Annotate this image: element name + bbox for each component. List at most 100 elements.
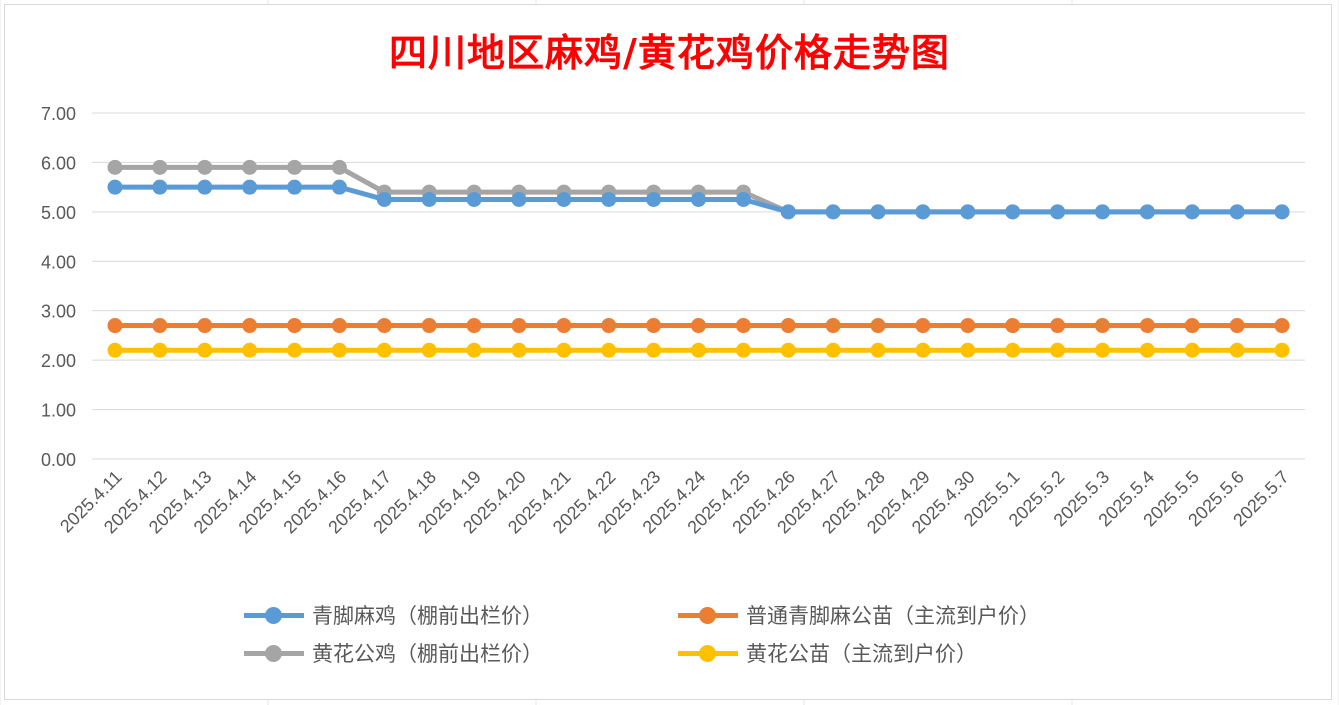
- legend-marker-icon: [244, 600, 304, 630]
- data-point: [1094, 342, 1110, 358]
- data-point: [1184, 204, 1200, 220]
- data-point: [1274, 318, 1290, 334]
- data-point: [1050, 318, 1066, 334]
- y-tick-label: 2.00: [41, 351, 76, 371]
- data-point: [331, 342, 347, 358]
- data-point: [870, 318, 886, 334]
- legend-item-series-0[interactable]: 青脚麻鸡（棚前出栏价）: [244, 600, 543, 630]
- data-point: [331, 318, 347, 334]
- series-1: [107, 318, 1290, 334]
- data-point: [870, 204, 886, 220]
- y-tick-label: 3.00: [41, 302, 76, 322]
- data-point: [691, 192, 706, 207]
- legend-label: 青脚麻鸡（棚前出栏价）: [312, 604, 543, 628]
- legend-item-series-1[interactable]: 普通青脚麻公苗（主流到户价）: [678, 600, 1040, 630]
- data-point: [1139, 342, 1155, 358]
- data-point: [331, 159, 347, 175]
- data-point: [601, 342, 617, 358]
- data-point: [1274, 342, 1290, 358]
- data-point: [107, 179, 123, 195]
- data-point: [556, 342, 572, 358]
- legend-marker-icon: [678, 638, 738, 668]
- data-point: [242, 342, 258, 358]
- data-point: [1229, 318, 1245, 334]
- data-point: [287, 179, 303, 195]
- data-point: [735, 342, 751, 358]
- data-point: [646, 342, 662, 358]
- data-point: [735, 192, 751, 207]
- legend-marker-icon: [244, 638, 304, 668]
- y-tick-label: 7.00: [41, 104, 76, 124]
- legend-dot: [265, 645, 282, 662]
- data-point: [1139, 318, 1155, 334]
- data-point: [152, 179, 168, 195]
- data-point: [287, 318, 303, 334]
- series-3: [107, 342, 1290, 358]
- data-point: [1184, 342, 1200, 358]
- data-point: [287, 159, 303, 175]
- series-0: [107, 179, 1290, 220]
- data-point: [780, 342, 796, 358]
- legend-dot: [699, 645, 716, 662]
- data-point: [735, 318, 751, 334]
- data-point: [1005, 318, 1021, 334]
- data-point: [1184, 318, 1200, 334]
- legend-item-series-2[interactable]: 黄花公鸡（棚前出栏价）: [244, 638, 543, 668]
- data-point: [960, 204, 976, 220]
- data-point: [197, 159, 213, 175]
- data-point: [421, 342, 437, 358]
- data-point: [287, 342, 303, 358]
- data-point: [960, 318, 976, 334]
- legend-item-series-3[interactable]: 黄花公苗（主流到户价）: [678, 638, 977, 668]
- data-point: [1139, 204, 1155, 220]
- data-point: [511, 192, 527, 207]
- legend-dot: [265, 607, 282, 624]
- data-point: [421, 192, 437, 207]
- data-point: [152, 342, 168, 358]
- data-point: [376, 342, 392, 358]
- legend-dot: [699, 607, 716, 624]
- legend-label: 黄花公苗（主流到户价）: [746, 642, 977, 666]
- data-point: [107, 318, 123, 334]
- data-point: [197, 342, 213, 358]
- data-point: [825, 204, 841, 220]
- data-point: [421, 318, 437, 334]
- legend[interactable]: 青脚麻鸡（棚前出栏价） 普通青脚麻公苗（主流到户价） 黄花公鸡（棚前出栏价） 黄…: [244, 600, 1144, 680]
- data-point: [152, 159, 168, 175]
- data-point: [691, 318, 706, 334]
- chart-title: 四川地区麻鸡/黄花鸡价格走势图: [389, 30, 950, 75]
- data-point: [1005, 204, 1021, 220]
- legend-marker-icon: [678, 600, 738, 630]
- data-point: [915, 318, 931, 334]
- data-point: [242, 318, 258, 334]
- data-point: [376, 318, 392, 334]
- data-point: [152, 318, 168, 334]
- y-tick-label: 4.00: [41, 252, 76, 272]
- data-point: [870, 342, 886, 358]
- data-point: [646, 318, 662, 334]
- legend-label: 黄花公鸡（棚前出栏价）: [312, 642, 543, 666]
- data-point: [1094, 318, 1110, 334]
- data-point: [511, 318, 527, 334]
- data-point: [107, 159, 123, 175]
- data-point: [1229, 204, 1245, 220]
- y-tick-label: 0.00: [41, 450, 76, 470]
- data-point: [466, 192, 482, 207]
- data-point: [556, 192, 572, 207]
- data-point: [242, 159, 258, 175]
- data-point: [1005, 342, 1021, 358]
- y-tick-label: 5.00: [41, 203, 76, 223]
- data-point: [1050, 342, 1066, 358]
- data-point: [601, 192, 617, 207]
- data-point: [331, 179, 347, 195]
- data-point: [646, 192, 662, 207]
- y-tick-label: 1.00: [41, 401, 76, 421]
- data-point: [556, 318, 572, 334]
- data-point: [915, 204, 931, 220]
- data-point: [691, 342, 706, 358]
- data-point: [825, 318, 841, 334]
- data-point: [1274, 204, 1290, 220]
- data-point: [466, 342, 482, 358]
- data-point: [107, 342, 123, 358]
